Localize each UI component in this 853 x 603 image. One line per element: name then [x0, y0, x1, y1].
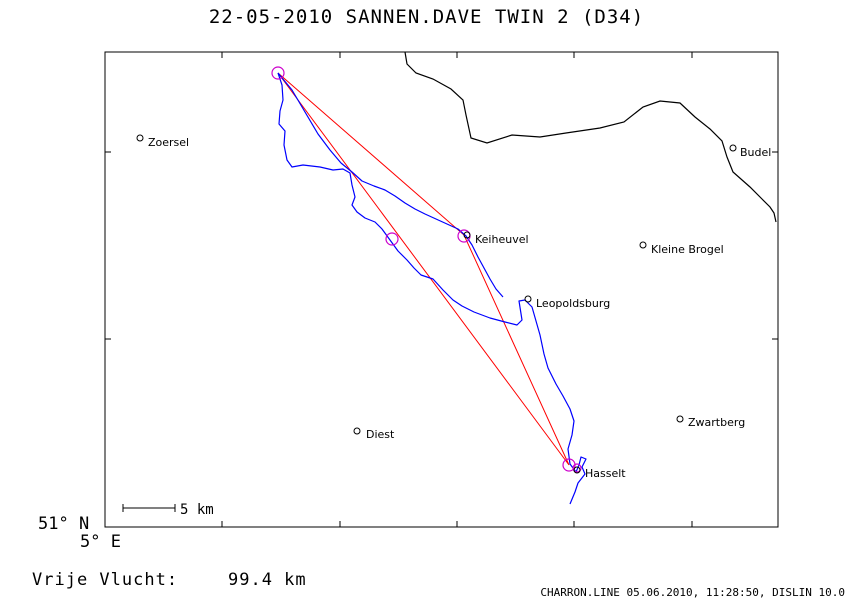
place-marker-zoersel — [136, 134, 144, 142]
task-lines — [277, 72, 570, 466]
map-title: 22-05-2010 SANNEN.DAVE TWIN 2 (D34) — [208, 6, 645, 28]
place-label-kleine-brogel: Kleine Brogel — [651, 243, 724, 256]
place-marker-keiheuvel — [463, 231, 471, 239]
place-label-diest: Diest — [366, 428, 395, 441]
place-label-zoersel: Zoersel — [148, 136, 189, 149]
place-marker-hasselt — [573, 466, 581, 474]
flight-distance-label: Vrije Vlucht: — [32, 570, 179, 590]
turnpoints — [271, 66, 582, 473]
place-label-zwartberg: Zwartberg — [688, 416, 745, 429]
scale-bar — [122, 504, 176, 512]
turnpoint-1 — [385, 232, 399, 246]
longitude-label: 5° E — [80, 532, 121, 552]
place-marker-budel — [729, 144, 737, 152]
country-border — [404, 51, 777, 223]
flight-track — [277, 72, 587, 505]
latitude-label: 51° N — [38, 514, 90, 534]
flight-distance-value: 99.4 km — [228, 570, 307, 590]
turnpoint-finish-2 — [572, 463, 582, 473]
place-labels: Zoersel Budel Keiheuvel Kleine Brogel Le… — [148, 136, 771, 480]
place-marker-diest — [353, 427, 361, 435]
footer-credits: CHARRON.LINE 05.06.2010, 11:28:50, DISLI… — [540, 586, 845, 599]
place-marker-zwartberg — [676, 415, 684, 423]
place-label-hasselt: Hasselt — [585, 467, 626, 480]
place-markers — [136, 134, 737, 474]
place-label-leopoldsburg: Leopoldsburg — [536, 297, 610, 310]
place-label-budel: Budel — [740, 146, 771, 159]
place-marker-leopoldsburg — [524, 295, 532, 303]
place-marker-kleine-brogel — [639, 241, 647, 249]
map-frame — [104, 51, 779, 528]
scale-bar-label: 5 km — [180, 502, 214, 518]
flight-track-upper — [277, 72, 504, 298]
place-label-keiheuvel: Keiheuvel — [475, 233, 529, 246]
axis-ticks — [105, 52, 778, 527]
turnpoint-start — [271, 66, 285, 80]
